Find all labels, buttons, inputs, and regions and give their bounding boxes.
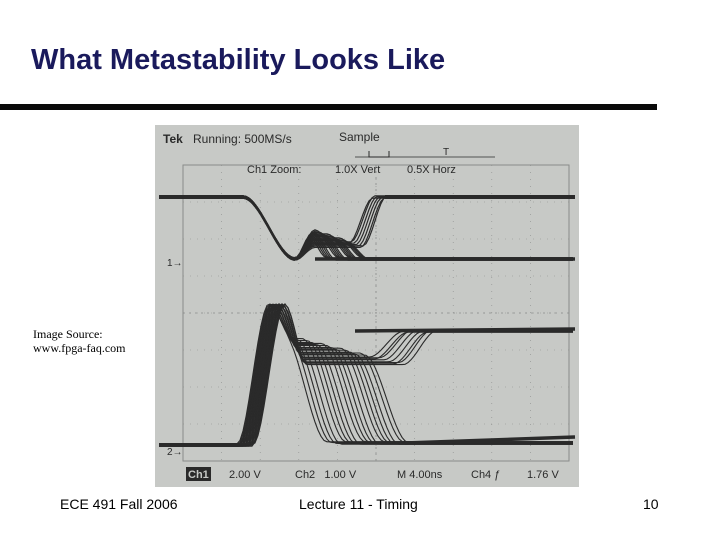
scope-mode: Sample [339, 130, 380, 144]
zoom-vert: 1.0X Vert [335, 164, 380, 176]
scope-status: Running: 500MS/s [193, 132, 292, 146]
title-rule [0, 104, 657, 110]
caption-line-1: Image Source: [33, 327, 103, 341]
ch2-readout: Ch2 1.00 V [295, 469, 357, 481]
ch2-high-rail [354, 327, 576, 333]
oscilloscope-screenshot: Tek Running: 500MS/s Sample T Ch1 Zoom: … [155, 125, 579, 487]
caption-line-2: www.fpga-faq.com [33, 341, 126, 355]
oscilloscope-display: Tek Running: 500MS/s Sample T Ch1 Zoom: … [155, 125, 579, 487]
slide-title: What Metastability Looks Like [31, 44, 446, 76]
timebase-readout: M 4.00ns [397, 469, 443, 481]
ch1-readout-label: Ch1 [188, 469, 209, 481]
image-source-caption: Image Source: www.fpga-faq.com [33, 327, 126, 355]
ch1-ground-marker: 1→ [167, 258, 183, 269]
zoom-horz: 0.5X Horz [407, 164, 456, 176]
footer-course: ECE 491 Fall 2006 [60, 496, 178, 512]
ch2-ground-marker: 2→ [167, 447, 183, 458]
ch1-readout-value: 2.00 V [229, 469, 261, 481]
zoom-label: Ch1 Zoom: [247, 164, 301, 176]
footer-lecture: Lecture 11 - Timing [299, 496, 418, 512]
trigger-level: 1.76 V [527, 469, 559, 481]
ch2-low-rail-right [404, 435, 576, 445]
trigger-source: Ch4 ƒ [471, 469, 500, 481]
waveform-traces [159, 151, 576, 447]
footer-page-number: 10 [643, 496, 659, 512]
trigger-position-marker: T [443, 147, 449, 158]
scope-brand: Tek [163, 132, 183, 146]
